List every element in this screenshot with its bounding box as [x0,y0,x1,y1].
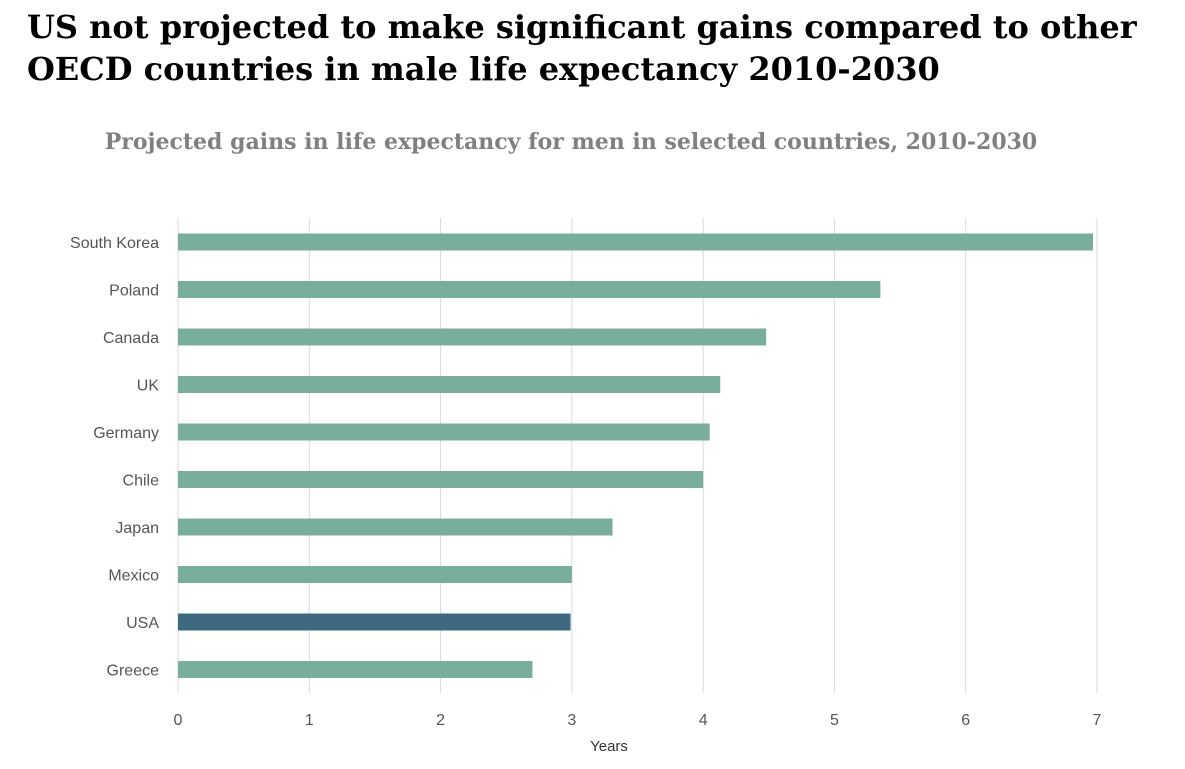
category-label: Germany [93,425,159,442]
x-axis-ticks: 0 1 2 3 4 5 6 7 [174,712,1102,729]
category-labels: South Korea Poland Canada UK Germany Chile Jap… [70,235,159,680]
bar-mexico [178,566,572,583]
category-label: USA [126,615,159,632]
category-label: South Korea [70,235,159,252]
bar-japan [178,518,613,536]
headline: US not projected to make significant gai… [27,8,1137,88]
x-tick-label: 0 [174,712,183,729]
x-tick-label: 3 [567,712,576,729]
category-label: Canada [103,330,159,347]
x-tick-label: 5 [830,712,839,729]
bar-poland [178,281,881,298]
category-label: Mexico [108,568,159,585]
category-label: Greece [107,663,160,680]
bar-uk [178,376,721,393]
x-tick-label: 4 [699,712,708,729]
category-label: UK [137,378,160,395]
x-tick-label: 7 [1093,712,1102,729]
x-tick-label: 6 [961,712,970,729]
x-tick-label: 2 [436,712,445,729]
bar-usa [178,613,571,631]
chart-title: Projected gains in life expectancy for m… [104,129,1038,155]
category-label: Poland [109,283,159,300]
category-label: Chile [123,473,160,490]
bar-germany [178,423,710,441]
bars [178,233,1094,678]
x-tick-label: 1 [305,712,314,729]
x-axis-title: Years [590,738,628,755]
bar-greece [178,661,533,678]
bar-chile [178,471,704,488]
category-label: Japan [115,520,159,537]
bar-canada [178,328,767,346]
bar-south-korea [178,233,1094,251]
